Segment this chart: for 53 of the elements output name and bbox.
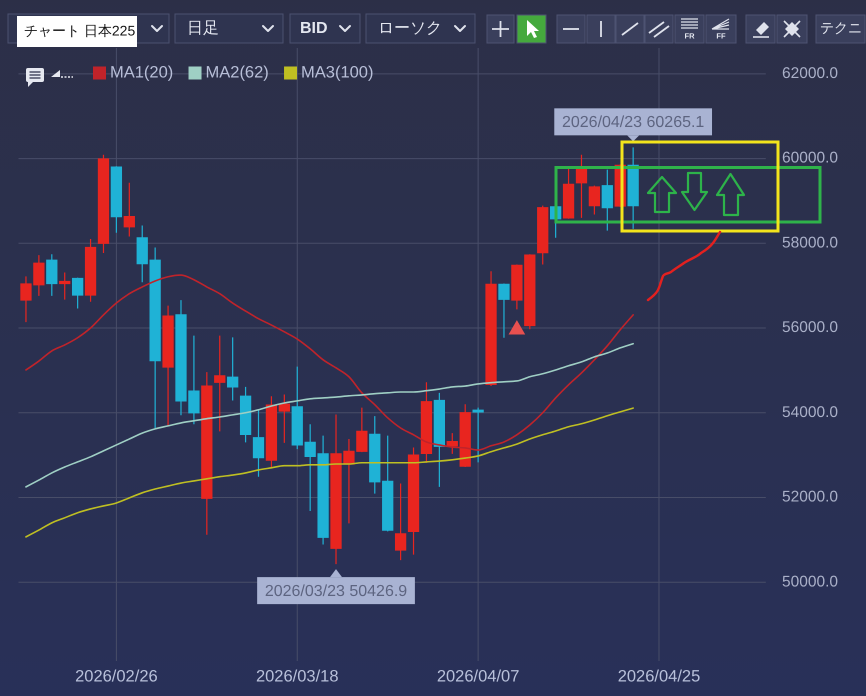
candlestick (72, 277, 84, 310)
candlestick (98, 154, 110, 254)
candlestick (588, 185, 600, 216)
x-tick-label: 2026/03/18 (256, 667, 339, 686)
candlestick (562, 167, 574, 220)
line-series (25, 407, 634, 538)
y-tick-label: 50000.0 (782, 573, 838, 590)
candlestick (84, 238, 96, 302)
candlestick (576, 154, 588, 218)
text: ローソク (378, 20, 442, 38)
candlestick (420, 382, 432, 464)
candlestick (188, 335, 200, 425)
candlestick (472, 407, 484, 463)
line-series (25, 274, 634, 451)
candlestick (602, 168, 613, 232)
candlestick (252, 408, 264, 478)
candlestick (124, 182, 135, 238)
candlestick (46, 254, 58, 296)
x-tick-label: 2026/04/07 (436, 667, 520, 686)
candlestick (214, 335, 226, 432)
candlestick (201, 371, 212, 536)
y-tick-label: 60000.0 (782, 150, 838, 167)
y-tick-label: 54000.0 (782, 404, 838, 421)
line-series (25, 342, 634, 488)
legend-label: MA2(62) (206, 63, 269, 82)
candlestick (485, 270, 497, 387)
annotation: 2026/04/23 60265.1 (562, 114, 704, 132)
x-tick-label: 2026/04/25 (618, 667, 700, 686)
candlestick (394, 482, 406, 561)
candlestick (434, 392, 446, 488)
candlestick (330, 414, 342, 565)
candlestick (537, 204, 548, 266)
candlestick (628, 146, 639, 230)
candlestick (240, 386, 252, 444)
x-tick-label: 2026/02/26 (75, 667, 158, 686)
text: BID (300, 20, 328, 38)
text: テクニ (820, 20, 862, 36)
candlestick (162, 304, 174, 426)
text: 日足 (187, 20, 219, 38)
candlestick (498, 282, 510, 338)
candlestick (175, 299, 187, 416)
annotation: 2026/03/23 50426.9 (264, 582, 408, 600)
candlestick (59, 272, 70, 300)
legend-label: MA1(20) (110, 63, 174, 82)
candlestick (408, 446, 420, 556)
chart-title: チャート 日本225 (24, 22, 136, 39)
y-tick-label: 62000.0 (782, 64, 838, 82)
candlestick (227, 336, 238, 402)
y-tick-label: 52000.0 (782, 488, 838, 506)
legend-label: MA3(100) (301, 63, 374, 82)
y-tick-label: 58000.0 (782, 234, 838, 252)
y-tick-label: 56000.0 (782, 319, 838, 336)
candlestick (110, 166, 122, 234)
